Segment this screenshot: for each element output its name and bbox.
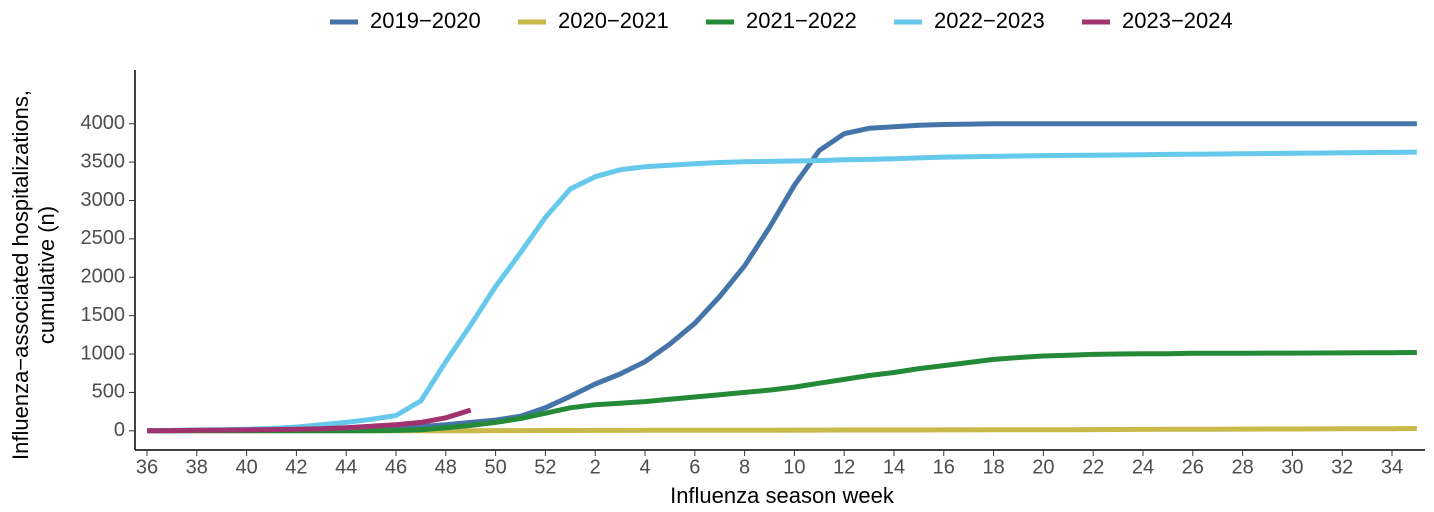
- x-tick-label: 16: [933, 456, 955, 478]
- x-tick-label: 22: [1082, 456, 1104, 478]
- y-tick-label: 1500: [81, 304, 126, 326]
- series-line: [146, 407, 472, 434]
- x-tick-label: 30: [1281, 456, 1303, 478]
- x-tick-label: 2: [590, 456, 601, 478]
- x-tick-label: 36: [136, 456, 158, 478]
- x-tick-label: 52: [534, 456, 556, 478]
- y-tick-label: 4000: [81, 112, 126, 134]
- y-tick-label: 1000: [81, 342, 126, 364]
- series-line: [147, 350, 1417, 434]
- y-tick-label: 3000: [81, 189, 126, 211]
- x-tick-label: 48: [435, 456, 457, 478]
- x-tick-label: 50: [484, 456, 506, 478]
- series-line: [146, 121, 1417, 434]
- x-tick-label: 42: [285, 456, 307, 478]
- y-tick-label: 2000: [81, 266, 126, 288]
- x-axis-title: Influenza season week: [670, 483, 895, 508]
- y-tick-label: 3500: [81, 150, 126, 172]
- x-tick-label: 8: [739, 456, 750, 478]
- series-line: [146, 149, 1417, 434]
- x-tick-label: 44: [335, 456, 357, 478]
- x-tick-label: 34: [1381, 456, 1403, 478]
- x-tick-label: 20: [1032, 456, 1054, 478]
- legend-label: 2023−2024: [1122, 8, 1233, 33]
- x-tick-label: 12: [833, 456, 855, 478]
- x-tick-label: 28: [1231, 456, 1253, 478]
- legend-label: 2021−2022: [746, 8, 857, 33]
- x-tick-label: 40: [235, 456, 257, 478]
- x-tick-label: 46: [385, 456, 407, 478]
- legend-label: 2020−2021: [558, 8, 669, 33]
- y-axis-title: Influenza−associated hospitalizations,: [8, 90, 33, 460]
- y-tick-label: 500: [92, 381, 125, 403]
- x-tick-label: 18: [982, 456, 1004, 478]
- x-tick-label: 4: [639, 456, 650, 478]
- legend-label: 2019−2020: [370, 8, 481, 33]
- x-tick-label: 10: [783, 456, 805, 478]
- legend-label: 2022−2023: [934, 8, 1045, 33]
- x-tick-label: 6: [689, 456, 700, 478]
- y-tick-label: 2500: [81, 227, 126, 249]
- y-tick-label: 0: [114, 419, 125, 441]
- x-tick-label: 38: [186, 456, 208, 478]
- x-tick-label: 32: [1331, 456, 1353, 478]
- x-tick-label: 14: [883, 456, 905, 478]
- x-tick-label: 26: [1182, 456, 1204, 478]
- x-tick-label: 24: [1132, 456, 1154, 478]
- y-axis-title: cumulative (n): [34, 206, 59, 344]
